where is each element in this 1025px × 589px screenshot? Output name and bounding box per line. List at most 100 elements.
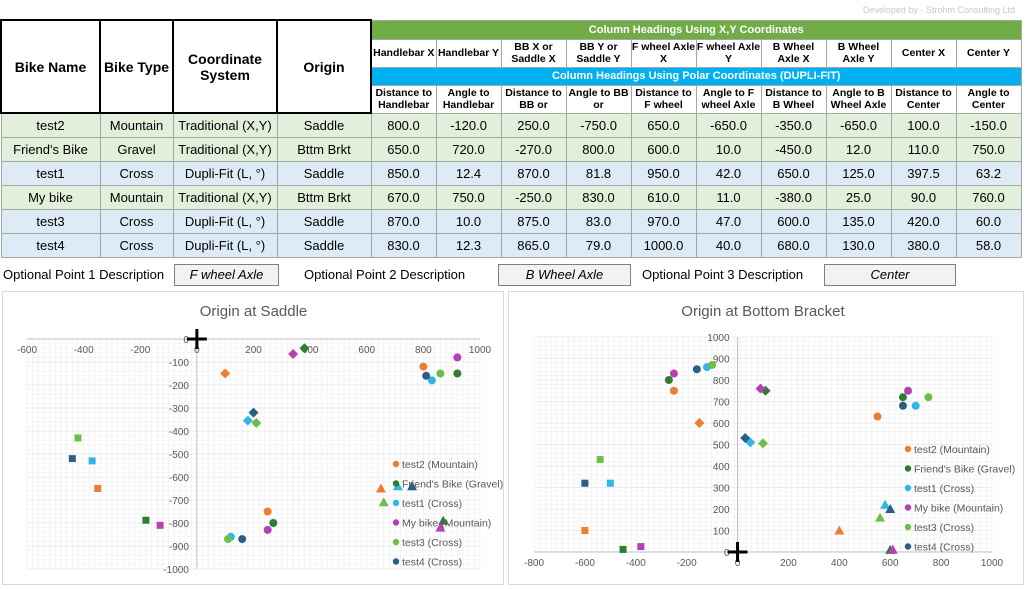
value-cell[interactable]: 79.0 xyxy=(565,232,632,258)
bike-type-cell[interactable]: Cross xyxy=(99,208,174,234)
data-point[interactable] xyxy=(269,519,278,527)
data-point[interactable] xyxy=(299,343,310,354)
value-cell[interactable]: 40.0 xyxy=(695,232,762,258)
value-cell[interactable]: -150.0 xyxy=(955,112,1022,138)
value-cell[interactable]: 870.0 xyxy=(370,208,437,234)
value-cell[interactable]: -450.0 xyxy=(760,136,827,162)
value-cell[interactable]: 10.0 xyxy=(695,136,762,162)
value-cell[interactable]: 420.0 xyxy=(890,208,957,234)
data-point[interactable] xyxy=(755,383,766,394)
data-point[interactable] xyxy=(885,504,896,513)
value-cell[interactable]: 970.0 xyxy=(630,208,697,234)
data-point[interactable] xyxy=(664,376,673,384)
data-point[interactable] xyxy=(375,483,386,493)
value-cell[interactable]: 12.0 xyxy=(825,136,892,162)
value-cell[interactable]: 81.8 xyxy=(565,160,632,186)
data-point[interactable] xyxy=(435,522,446,532)
value-cell[interactable]: 110.0 xyxy=(890,136,957,162)
data-point[interactable] xyxy=(436,369,445,378)
value-cell[interactable]: 750.0 xyxy=(955,136,1022,162)
value-cell[interactable]: 600.0 xyxy=(760,208,827,234)
origin-cell[interactable]: Saddle xyxy=(276,160,372,186)
data-point[interactable] xyxy=(619,545,627,553)
bike-type-cell[interactable]: Cross xyxy=(99,160,174,186)
value-cell[interactable]: 875.0 xyxy=(500,208,567,234)
value-cell[interactable]: 130.0 xyxy=(825,232,892,258)
bike-type-cell[interactable]: Mountain xyxy=(99,112,174,138)
value-cell[interactable]: 680.0 xyxy=(760,232,827,258)
data-point[interactable] xyxy=(438,515,449,525)
data-point[interactable] xyxy=(637,543,645,551)
value-cell[interactable]: -270.0 xyxy=(500,136,567,162)
data-point[interactable] xyxy=(581,527,589,534)
data-point[interactable] xyxy=(911,401,920,410)
value-cell[interactable]: 25.0 xyxy=(825,184,892,210)
value-cell[interactable]: 800.0 xyxy=(370,112,437,138)
value-cell[interactable]: 610.0 xyxy=(630,184,697,210)
value-cell[interactable]: 42.0 xyxy=(695,160,762,186)
bike-type-cell[interactable]: Mountain xyxy=(99,184,174,210)
data-point[interactable] xyxy=(156,521,164,529)
bike-name-cell[interactable]: test3 xyxy=(0,208,101,234)
origin-cell[interactable]: Bttm Brkt xyxy=(276,184,372,210)
value-cell[interactable]: 125.0 xyxy=(825,160,892,186)
data-point[interactable] xyxy=(220,368,231,379)
bike-name-cell[interactable]: test2 xyxy=(0,112,101,138)
value-cell[interactable]: 600.0 xyxy=(630,136,697,162)
value-cell[interactable]: -650.0 xyxy=(695,112,762,138)
data-point[interactable] xyxy=(248,407,259,418)
value-cell[interactable]: 950.0 xyxy=(630,160,697,186)
value-cell[interactable]: 1000.0 xyxy=(630,232,697,258)
data-point[interactable] xyxy=(422,371,431,380)
value-cell[interactable]: -650.0 xyxy=(825,112,892,138)
value-cell[interactable]: -380.0 xyxy=(760,184,827,210)
data-point[interactable] xyxy=(378,497,389,507)
data-point[interactable] xyxy=(94,485,102,492)
value-cell[interactable]: 380.0 xyxy=(890,232,957,258)
value-cell[interactable]: 850.0 xyxy=(370,160,437,186)
value-cell[interactable]: -350.0 xyxy=(760,112,827,138)
coord-system-cell[interactable]: Traditional (X,Y) xyxy=(172,136,278,162)
value-cell[interactable]: 90.0 xyxy=(890,184,957,210)
origin-cell[interactable]: Saddle xyxy=(276,112,372,138)
data-point[interactable] xyxy=(834,525,845,535)
value-cell[interactable]: -120.0 xyxy=(435,112,502,138)
value-cell[interactable]: 670.0 xyxy=(370,184,437,210)
value-cell[interactable]: 830.0 xyxy=(565,184,632,210)
coord-system-cell[interactable]: Dupli-Fit (L, °) xyxy=(172,208,278,234)
data-point[interactable] xyxy=(288,348,299,359)
value-cell[interactable]: 135.0 xyxy=(825,208,892,234)
value-cell[interactable]: 60.0 xyxy=(955,208,1022,234)
bike-name-cell[interactable]: test1 xyxy=(0,160,101,186)
data-point[interactable] xyxy=(581,479,589,487)
value-cell[interactable]: 650.0 xyxy=(630,112,697,138)
data-point[interactable] xyxy=(740,433,751,444)
coord-system-cell[interactable]: Traditional (X,Y) xyxy=(172,112,278,138)
data-point[interactable] xyxy=(453,353,462,362)
data-point[interactable] xyxy=(669,369,678,378)
value-cell[interactable]: 12.4 xyxy=(435,160,502,186)
bike-type-cell[interactable]: Gravel xyxy=(99,136,174,162)
data-point[interactable] xyxy=(238,535,247,544)
data-point[interactable] xyxy=(694,418,705,428)
data-point[interactable] xyxy=(88,457,96,465)
value-cell[interactable]: -750.0 xyxy=(565,112,632,138)
data-point[interactable] xyxy=(407,481,418,491)
data-point[interactable] xyxy=(419,362,428,371)
value-cell[interactable]: 397.5 xyxy=(890,160,957,186)
value-cell[interactable]: 10.0 xyxy=(435,208,502,234)
data-point[interactable] xyxy=(251,417,262,428)
data-point[interactable] xyxy=(669,386,678,395)
data-point[interactable] xyxy=(453,369,462,378)
data-point[interactable] xyxy=(760,385,771,396)
value-cell[interactable]: 650.0 xyxy=(760,160,827,186)
data-point[interactable] xyxy=(142,516,150,524)
value-cell[interactable]: 650.0 xyxy=(370,136,437,162)
data-point[interactable] xyxy=(898,393,907,402)
data-point[interactable] xyxy=(68,455,76,463)
data-point[interactable] xyxy=(758,438,768,449)
data-point[interactable] xyxy=(242,415,253,426)
value-cell[interactable]: 250.0 xyxy=(500,112,567,138)
origin-cell[interactable]: Saddle xyxy=(276,232,372,258)
value-cell[interactable]: 750.0 xyxy=(435,184,502,210)
